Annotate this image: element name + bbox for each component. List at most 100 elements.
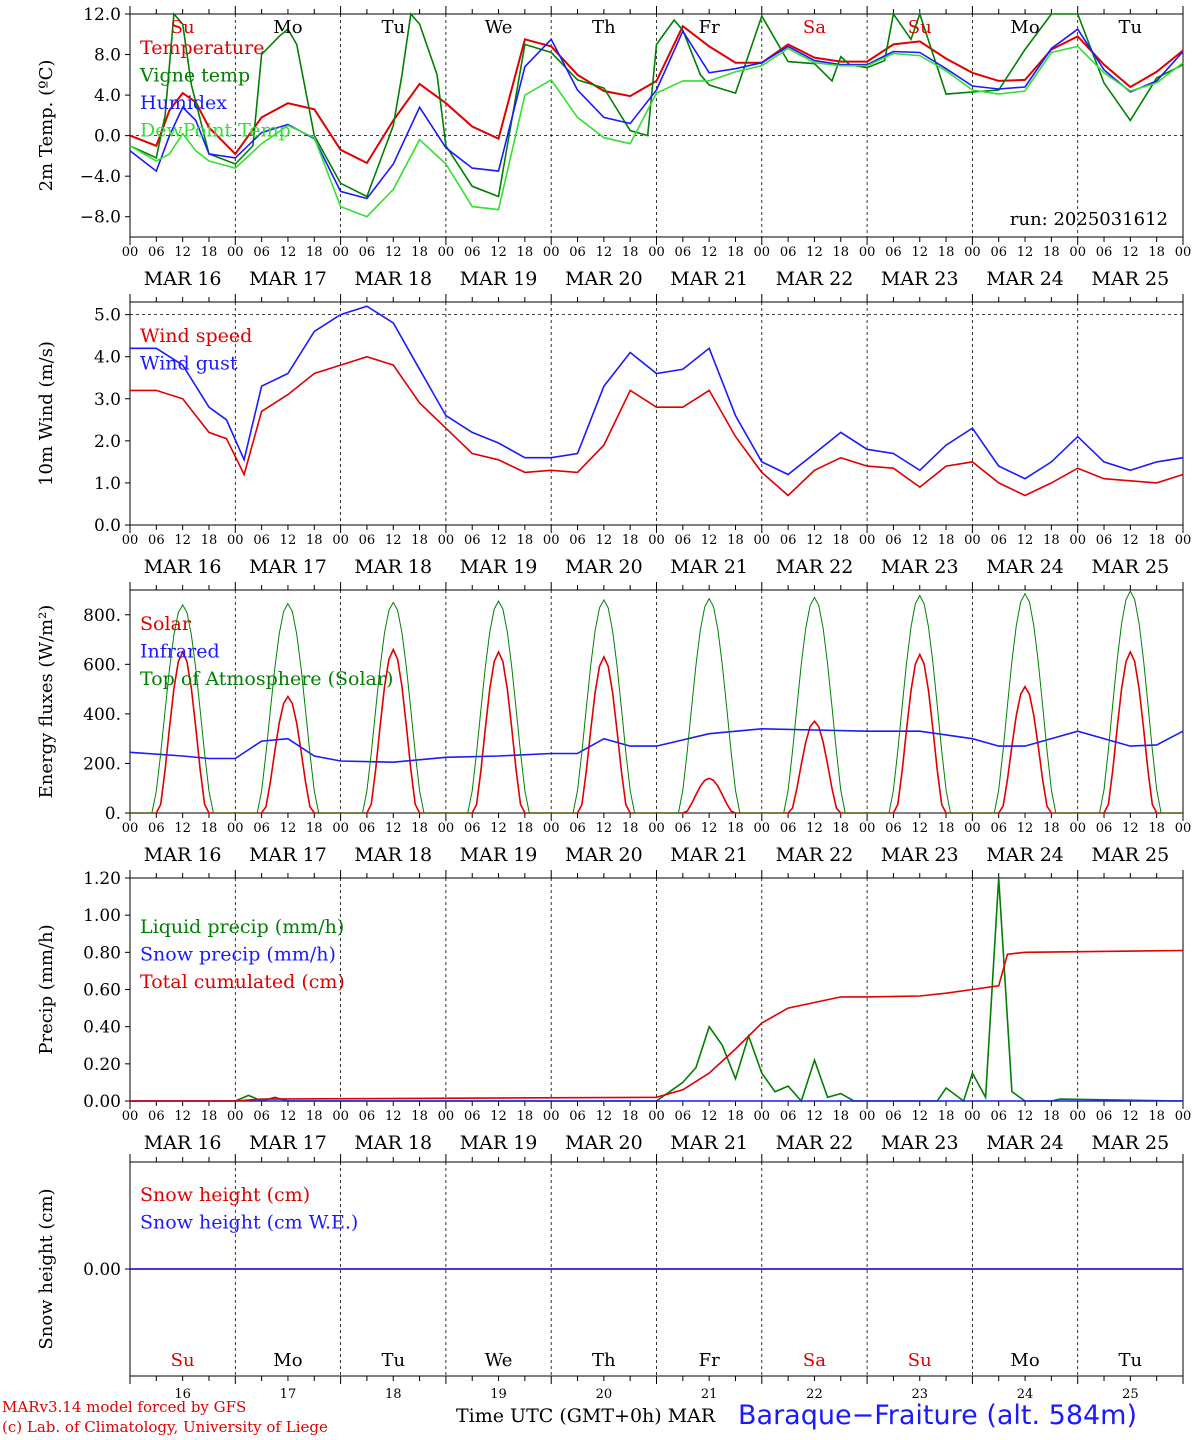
y-tick-label: 8.0 xyxy=(94,46,121,66)
y-tick-label: 0.80 xyxy=(83,943,121,963)
x-hour-label: 00 xyxy=(859,245,876,260)
x-hour-label: 00 xyxy=(1175,533,1192,548)
x-hour-label: 06 xyxy=(990,245,1007,260)
x-hour-label: 18 xyxy=(411,245,428,260)
legend-entry: Top of Atmosphere (Solar) xyxy=(140,668,393,690)
y-tick-label: 0.60 xyxy=(83,981,121,1001)
x-hour-label: 00 xyxy=(332,1109,349,1124)
x-hour-label: 12 xyxy=(1122,245,1139,260)
x-hour-label: 06 xyxy=(359,1109,376,1124)
x-date-label: MAR 21 xyxy=(670,268,748,290)
x-hour-label: 12 xyxy=(806,533,823,548)
x-date-label: MAR 25 xyxy=(1091,556,1169,578)
y-tick-label: 200. xyxy=(83,754,121,774)
x-hour-label: 06 xyxy=(148,821,165,836)
x-hour-label: 06 xyxy=(464,245,481,260)
x-hour-label: 06 xyxy=(885,533,902,548)
y-axis-label: 2m Temp. (ºC) xyxy=(36,60,57,192)
x-hour-label: 12 xyxy=(806,245,823,260)
x-hour-label: 18 xyxy=(1043,533,1060,548)
x-date-label: MAR 18 xyxy=(354,268,432,290)
day-number-label: 22 xyxy=(806,1387,823,1402)
x-hour-label: 06 xyxy=(253,533,270,548)
legend-entry: Wind speed xyxy=(140,325,252,347)
x-hour-label: 00 xyxy=(859,821,876,836)
series-line-humidex xyxy=(129,28,1184,200)
x-date-label: MAR 25 xyxy=(1091,1132,1169,1154)
day-number-label: 21 xyxy=(701,1387,718,1402)
x-hour-label: 18 xyxy=(622,821,639,836)
x-date-label: MAR 23 xyxy=(881,268,959,290)
x-hour-label: 06 xyxy=(675,821,692,836)
x-date-label: MAR 23 xyxy=(881,556,959,578)
y-tick-label: 0.20 xyxy=(83,1055,121,1075)
x-date-label: MAR 25 xyxy=(1091,844,1169,866)
x-hour-label: 18 xyxy=(1148,821,1165,836)
y-tick-label: −4.0 xyxy=(80,167,121,187)
x-date-label: MAR 22 xyxy=(776,556,854,578)
x-hour-label: 00 xyxy=(438,821,455,836)
series-line-infrared xyxy=(129,727,1184,764)
x-hour-label: 06 xyxy=(675,1109,692,1124)
y-tick-label: 2.0 xyxy=(94,432,121,452)
x-hour-label: 18 xyxy=(201,821,218,836)
weekday-label: Tu xyxy=(1119,1350,1143,1371)
x-hour-label: 18 xyxy=(833,821,850,836)
legend-entry: Infrared xyxy=(140,641,220,663)
day-number-label: 25 xyxy=(1122,1387,1139,1402)
plot-frame-2 xyxy=(129,301,1184,526)
series-line-dewpoint-temp xyxy=(129,45,1184,218)
x-date-label: MAR 18 xyxy=(354,844,432,866)
x-hour-label: 06 xyxy=(148,245,165,260)
x-date-label: MAR 17 xyxy=(249,556,327,578)
x-hour-label: 18 xyxy=(306,1109,323,1124)
x-hour-label: 18 xyxy=(1043,1109,1060,1124)
time-axis-title: Time UTC (GMT+0h) MAR xyxy=(456,1405,716,1427)
x-hour-label: 00 xyxy=(122,1109,139,1124)
legend-entry: Wind gust xyxy=(140,353,238,375)
x-hour-label: 18 xyxy=(1148,1109,1165,1124)
y-tick-label: 0.0 xyxy=(94,516,121,536)
x-hour-label: 06 xyxy=(1096,821,1113,836)
x-date-label: MAR 17 xyxy=(249,1132,327,1154)
y-tick-label: 0.0 xyxy=(94,127,121,147)
y-tick-label: 800. xyxy=(83,606,121,626)
day-number-label: 19 xyxy=(490,1387,507,1402)
x-hour-label: 18 xyxy=(622,1109,639,1124)
x-hour-label: 00 xyxy=(648,821,665,836)
plot-frame-3 xyxy=(129,589,1184,814)
series-line-vigne-temp xyxy=(129,11,1184,198)
x-hour-label: 06 xyxy=(675,245,692,260)
x-date-label: MAR 18 xyxy=(354,556,432,578)
x-date-label: MAR 17 xyxy=(249,844,327,866)
x-hour-label: 00 xyxy=(122,245,139,260)
weekday-label: We xyxy=(485,17,513,38)
x-hour-label: 18 xyxy=(727,821,744,836)
x-hour-label: 18 xyxy=(411,533,428,548)
y-tick-label: 0. xyxy=(105,804,121,824)
x-hour-label: 06 xyxy=(569,821,586,836)
day-number-label: 16 xyxy=(174,1387,191,1402)
x-date-label: MAR 23 xyxy=(881,1132,959,1154)
x-hour-label: 00 xyxy=(754,1109,771,1124)
lab-credit: (c) Lab. of Climatology, University of L… xyxy=(2,1418,328,1436)
x-hour-label: 18 xyxy=(411,821,428,836)
day-number-label: 23 xyxy=(911,1387,928,1402)
weekday-label: We xyxy=(485,1350,513,1371)
y-axis-label: Snow height (cm) xyxy=(36,1188,57,1349)
y-axis-label: Precip (mm/h) xyxy=(36,924,57,1054)
x-hour-label: 00 xyxy=(1069,245,1086,260)
x-date-label: MAR 19 xyxy=(460,556,538,578)
x-hour-label: 18 xyxy=(727,533,744,548)
x-hour-label: 06 xyxy=(253,1109,270,1124)
x-hour-label: 12 xyxy=(490,1109,507,1124)
x-hour-label: 06 xyxy=(990,821,1007,836)
legend-entry: Total cumulated (cm) xyxy=(140,971,345,993)
x-hour-label: 06 xyxy=(885,821,902,836)
weekday-label: Tu xyxy=(381,1350,405,1371)
y-tick-label: 4.0 xyxy=(94,348,121,368)
x-date-label: MAR 18 xyxy=(354,1132,432,1154)
x-hour-label: 12 xyxy=(174,245,191,260)
x-date-label: MAR 24 xyxy=(986,844,1064,866)
